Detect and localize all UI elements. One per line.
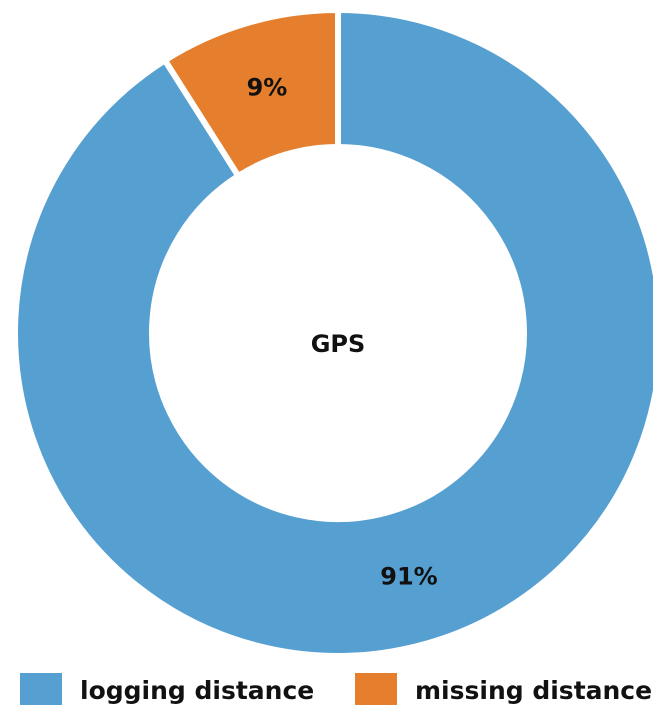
donut-slice <box>160 6 341 181</box>
donut-slice <box>12 6 653 659</box>
legend-label: missing distance <box>415 676 652 705</box>
value-label: 91% <box>380 562 437 590</box>
value-label: 9% <box>247 74 288 102</box>
legend-label: logging distance <box>80 676 314 705</box>
center-label: GPS <box>311 330 366 358</box>
legend-swatch <box>355 673 397 705</box>
legend-swatch <box>20 673 62 705</box>
